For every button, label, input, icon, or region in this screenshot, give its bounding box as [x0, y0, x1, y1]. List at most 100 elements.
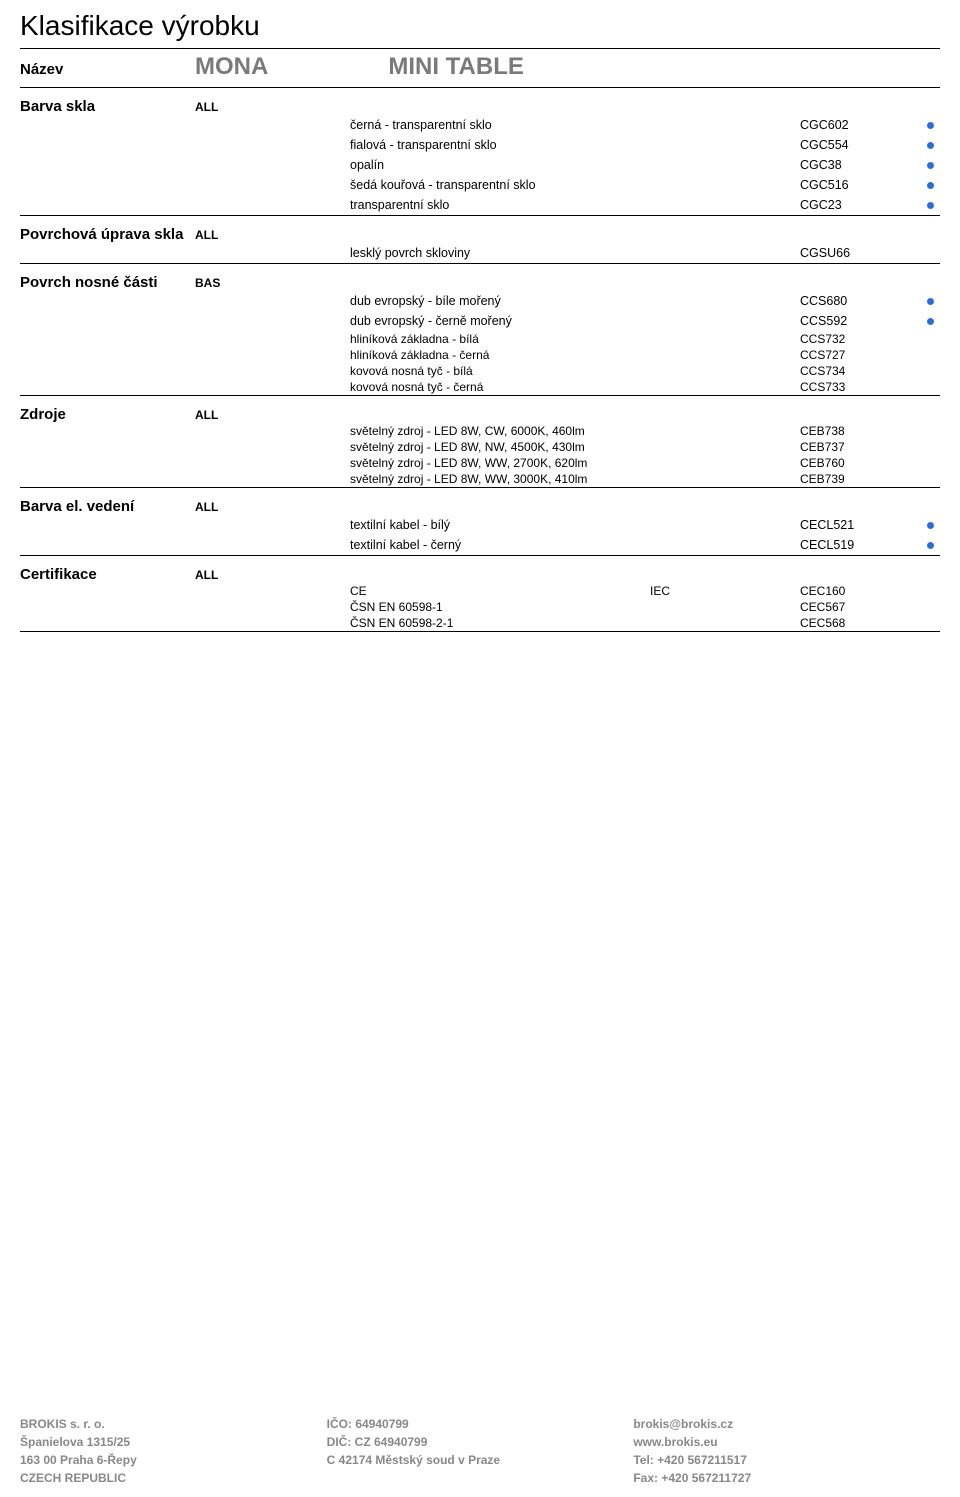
data-row: dub evropský - bíle mořený CCS680 [350, 291, 940, 311]
data-row: kovová nosná tyč - černá CCS733 [350, 379, 940, 395]
row-desc: světelný zdroj - LED 8W, NW, 4500K, 430l… [350, 440, 650, 454]
dot-icon [927, 202, 934, 209]
data-row: světelný zdroj - LED 8W, WW, 2700K, 620l… [350, 455, 940, 471]
row-dot-cell [920, 178, 940, 192]
section-barva-el: Barva el. vedení ALL textilní kabel - bí… [20, 492, 940, 555]
section-povrch-nosne: Povrch nosné části BAS dub evropský - bí… [20, 268, 940, 395]
row-code: CEB739 [800, 472, 920, 486]
row-code: CCS680 [800, 294, 920, 308]
section-label: Zdroje [20, 406, 195, 423]
section-label: Barva skla [20, 98, 195, 115]
row-desc: ČSN EN 60598-1 [350, 600, 650, 614]
data-row: ČSN EN 60598-2-1CEC568 [350, 615, 940, 631]
dot-icon [927, 142, 934, 149]
footer-line: IČO: 64940799 [327, 1415, 634, 1433]
data-row: hliníková základna - bílá CCS732 [350, 331, 940, 347]
row-dot-cell [920, 158, 940, 172]
row-dot-cell [920, 118, 940, 132]
section-label: Barva el. vedení [20, 498, 195, 515]
row-code: CEC160 [800, 584, 920, 598]
dot-icon [927, 522, 934, 529]
row-code: CCS733 [800, 380, 920, 394]
row-code: CCS734 [800, 364, 920, 378]
section-tag: ALL [195, 408, 218, 422]
dot-icon [927, 298, 934, 305]
data-row: šedá kouřová - transparentní sklo CGC516 [350, 175, 940, 195]
row-desc: dub evropský - černě mořený [350, 314, 650, 328]
footer-col-right: brokis@brokis.czwww.brokis.euTel: +420 5… [633, 1415, 940, 1487]
divider [20, 263, 940, 264]
footer-line: Tel: +420 567211517 [633, 1451, 940, 1469]
section-label: Certifikace [20, 566, 195, 583]
row-desc: textilní kabel - bílý [350, 518, 650, 532]
footer-col-left: BROKIS s. r. o.Španielova 1315/25163 00 … [20, 1415, 327, 1487]
row-code: CCS732 [800, 332, 920, 346]
data-row: textilní kabel - bílý CECL521 [350, 515, 940, 535]
row-code: CGC554 [800, 138, 920, 152]
row-code: CGC23 [800, 198, 920, 212]
footer-line: DIČ: CZ 64940799 [327, 1433, 634, 1451]
footer-line: brokis@brokis.cz [633, 1415, 940, 1433]
row-code: CCS592 [800, 314, 920, 328]
footer: BROKIS s. r. o.Španielova 1315/25163 00 … [20, 1415, 940, 1487]
data-row: lesklý povrch skloviny CGSU66 [350, 243, 940, 263]
divider [20, 215, 940, 216]
row-dot-cell [920, 314, 940, 328]
row-code: CECL521 [800, 518, 920, 532]
row-code: CGC516 [800, 178, 920, 192]
row-dot-cell [920, 538, 940, 552]
row-desc: kovová nosná tyč - bílá [350, 364, 650, 378]
row-desc: textilní kabel - černý [350, 538, 650, 552]
row-desc: CE [350, 584, 650, 598]
row-desc: kovová nosná tyč - černá [350, 380, 650, 394]
data-row: světelný zdroj - LED 8W, WW, 3000K, 410l… [350, 471, 940, 487]
row-dot-cell [920, 294, 940, 308]
row-code: CGC38 [800, 158, 920, 172]
data-row: světelný zdroj - LED 8W, NW, 4500K, 430l… [350, 439, 940, 455]
section-zdroje: Zdroje ALL světelný zdroj - LED 8W, CW, … [20, 400, 940, 487]
row-desc: hliníková základna - bílá [350, 332, 650, 346]
product-name-1: MONA [195, 53, 268, 80]
divider [20, 395, 940, 396]
divider [20, 555, 940, 556]
data-row: transparentní skloCGC23 [350, 195, 940, 215]
row-desc: lesklý povrch skloviny [350, 246, 650, 260]
row-dot-cell [920, 138, 940, 152]
dot-icon [927, 182, 934, 189]
section-tag: ALL [195, 100, 218, 114]
section-tag: ALL [195, 500, 218, 514]
data-row: opalínCGC38 [350, 155, 940, 175]
row-desc: dub evropský - bíle mořený [350, 294, 650, 308]
footer-line: C 42174 Městský soud v Praze [327, 1451, 634, 1469]
row-code: CGSU66 [800, 246, 920, 260]
data-row: fialová - transparentní skloCGC554 [350, 135, 940, 155]
row-code: CEB760 [800, 456, 920, 470]
section-label: Povrch nosné části [20, 274, 195, 291]
row-code: CCS727 [800, 348, 920, 362]
section-tag: ALL [195, 568, 218, 582]
data-row: CEIECCEC160 [350, 583, 940, 599]
product-name-2: MINI TABLE [388, 53, 524, 80]
data-row: světelný zdroj - LED 8W, CW, 6000K, 460l… [350, 423, 940, 439]
row-code: CGC602 [800, 118, 920, 132]
row-desc: světelný zdroj - LED 8W, WW, 3000K, 410l… [350, 472, 650, 486]
section-tag: ALL [195, 228, 218, 242]
row-desc: šedá kouřová - transparentní sklo [350, 178, 650, 192]
page-title: Klasifikace výrobku [20, 10, 940, 42]
name-label: Název [20, 61, 195, 78]
row-code: CEC568 [800, 616, 920, 630]
data-row: ČSN EN 60598-1 CEC567 [350, 599, 940, 615]
divider [20, 631, 940, 632]
section-label: Povrchová úprava skla [20, 226, 195, 243]
row-code: CEC567 [800, 600, 920, 614]
row-desc: hliníková základna - černá [350, 348, 650, 362]
row-dot-cell [920, 198, 940, 212]
data-row: textilní kabel - černýCECL519 [350, 535, 940, 555]
row-desc: černá - transparentní sklo [350, 118, 650, 132]
footer-line: BROKIS s. r. o. [20, 1415, 327, 1433]
divider [20, 87, 940, 88]
row-code: CEB737 [800, 440, 920, 454]
name-row: Název MONA MINI TABLE [20, 49, 940, 87]
dot-icon [927, 542, 934, 549]
product-name: MONA MINI TABLE [195, 53, 524, 81]
